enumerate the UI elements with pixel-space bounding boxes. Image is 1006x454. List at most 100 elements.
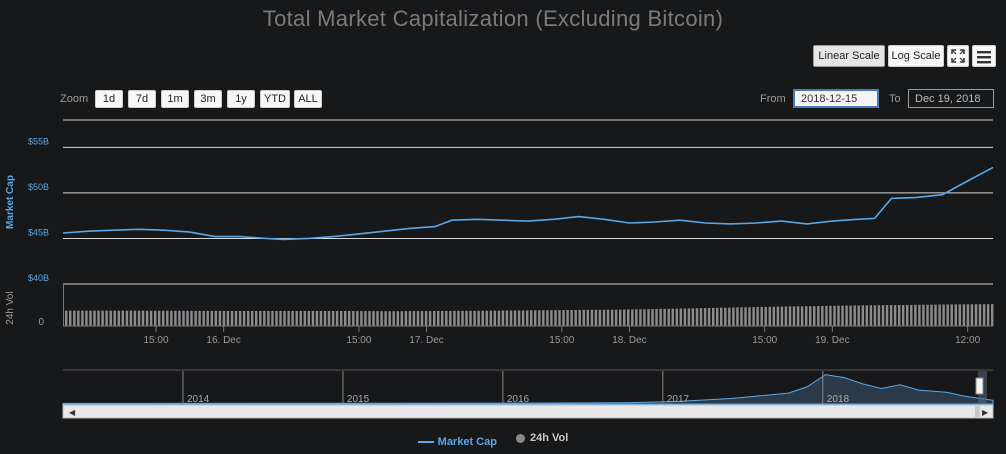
scrollbar-thumb[interactable] xyxy=(975,406,980,417)
volume-bar xyxy=(861,305,865,326)
volume-bar xyxy=(938,304,941,326)
zoom-1y-button[interactable]: 1y xyxy=(227,90,255,108)
zoom-all-button[interactable]: ALL xyxy=(294,90,322,108)
zoom-3m-button[interactable]: 3m xyxy=(194,90,222,108)
volume-bars[interactable] xyxy=(63,285,994,326)
volume-bar xyxy=(809,306,812,326)
volume-bar xyxy=(805,306,808,326)
volume-bar xyxy=(906,304,909,326)
volume-bar xyxy=(784,306,788,326)
volume-bar xyxy=(898,305,901,326)
volume-bar xyxy=(121,310,125,326)
scroll-left-arrow-icon[interactable]: ◀ xyxy=(69,408,76,417)
volume-bar xyxy=(614,309,618,326)
volume-bar xyxy=(566,310,569,326)
legend: Market Cap 24h Vol xyxy=(0,432,986,448)
volume-bar xyxy=(380,311,383,326)
volume-bar xyxy=(671,308,674,326)
volume-bar xyxy=(881,305,885,326)
volume-bar xyxy=(125,310,129,326)
volume-bar xyxy=(796,306,800,326)
market-cap-line[interactable] xyxy=(62,166,994,241)
y-tick-label: $55B xyxy=(28,136,49,146)
volume-bar xyxy=(934,304,937,326)
volume-bar xyxy=(659,308,662,326)
volume-bar xyxy=(776,306,780,326)
volume-bar xyxy=(271,311,274,326)
volume-bar xyxy=(388,311,391,326)
zoom-7d-button[interactable]: 7d xyxy=(128,90,156,108)
volume-bar xyxy=(497,310,501,326)
volume-bar xyxy=(97,310,100,326)
volume-bar xyxy=(760,306,763,326)
volume-bar xyxy=(158,310,161,326)
volume-bar xyxy=(829,305,832,326)
volume-bar xyxy=(885,305,889,326)
volume-bar xyxy=(744,307,747,326)
volume-bar xyxy=(517,310,521,326)
volume-bar xyxy=(457,310,460,326)
volume-bar xyxy=(137,310,141,326)
zoom-label: Zoom xyxy=(60,93,89,105)
volume-bar xyxy=(437,311,440,326)
volume-bar xyxy=(485,310,488,326)
volume-bar xyxy=(703,308,707,326)
linear-scale-button[interactable]: Linear Scale xyxy=(813,45,885,67)
fullscreen-icon xyxy=(951,49,965,63)
volume-bar xyxy=(226,311,230,326)
log-scale-button[interactable]: Log Scale xyxy=(888,45,944,67)
volume-bar xyxy=(319,311,323,326)
zoom-1m-button[interactable]: 1m xyxy=(161,90,189,108)
volume-bar xyxy=(340,311,343,326)
volume-bar xyxy=(364,311,367,326)
volume-bar xyxy=(509,310,513,326)
scrollbar-track[interactable] xyxy=(62,404,994,419)
y-tick-label: $50B xyxy=(28,182,49,192)
chart-title: Total Market Capitalization (Excluding B… xyxy=(262,6,724,31)
volume-bar xyxy=(546,310,549,326)
volume-bar xyxy=(792,306,796,326)
volume-bar xyxy=(242,311,246,326)
scroll-right-arrow-icon[interactable]: ▶ xyxy=(982,408,989,417)
volume-bar xyxy=(149,310,153,326)
volume-bar xyxy=(69,310,72,326)
volume-bar xyxy=(966,304,970,326)
navigator-handle[interactable] xyxy=(975,377,984,395)
volume-bar xyxy=(453,310,456,326)
fullscreen-button[interactable] xyxy=(947,45,969,67)
volume-bar xyxy=(663,308,666,326)
volume-bar xyxy=(813,306,816,326)
volume-bar xyxy=(238,311,242,326)
to-label: To xyxy=(889,93,901,105)
volume-bar xyxy=(202,310,205,326)
volume-bar xyxy=(291,311,294,326)
zoom-ytd-button[interactable]: YTD xyxy=(260,90,290,108)
volume-bar xyxy=(610,309,614,326)
legend-24h-vol[interactable]: 24h Vol xyxy=(516,432,568,444)
volume-bar xyxy=(982,304,986,326)
menu-button[interactable] xyxy=(972,45,996,67)
volume-bar xyxy=(991,304,994,326)
legend-market-cap[interactable]: Market Cap xyxy=(417,436,497,448)
volume-bar xyxy=(574,310,577,326)
volume-bar xyxy=(505,310,509,326)
volume-bar xyxy=(800,306,804,326)
volume-bar xyxy=(889,305,893,326)
zoom-1d-button[interactable]: 1d xyxy=(95,90,123,108)
volume-bar xyxy=(344,311,347,326)
navigator[interactable]: 2014 2015 2016 2017 2018 xyxy=(62,369,994,405)
volume-bar xyxy=(154,310,157,326)
volume-bar xyxy=(166,310,169,326)
volume-bar xyxy=(194,310,197,326)
volume-bar xyxy=(73,310,76,326)
volume-bar xyxy=(986,304,990,326)
volume-bar xyxy=(675,308,679,326)
volume-bar xyxy=(691,308,695,326)
volume-bar xyxy=(825,305,828,326)
volume-bar xyxy=(655,309,658,326)
from-date-input[interactable] xyxy=(793,89,879,108)
to-date-input[interactable] xyxy=(908,89,994,108)
volume-bar xyxy=(279,311,282,326)
volume-bar xyxy=(821,305,824,326)
